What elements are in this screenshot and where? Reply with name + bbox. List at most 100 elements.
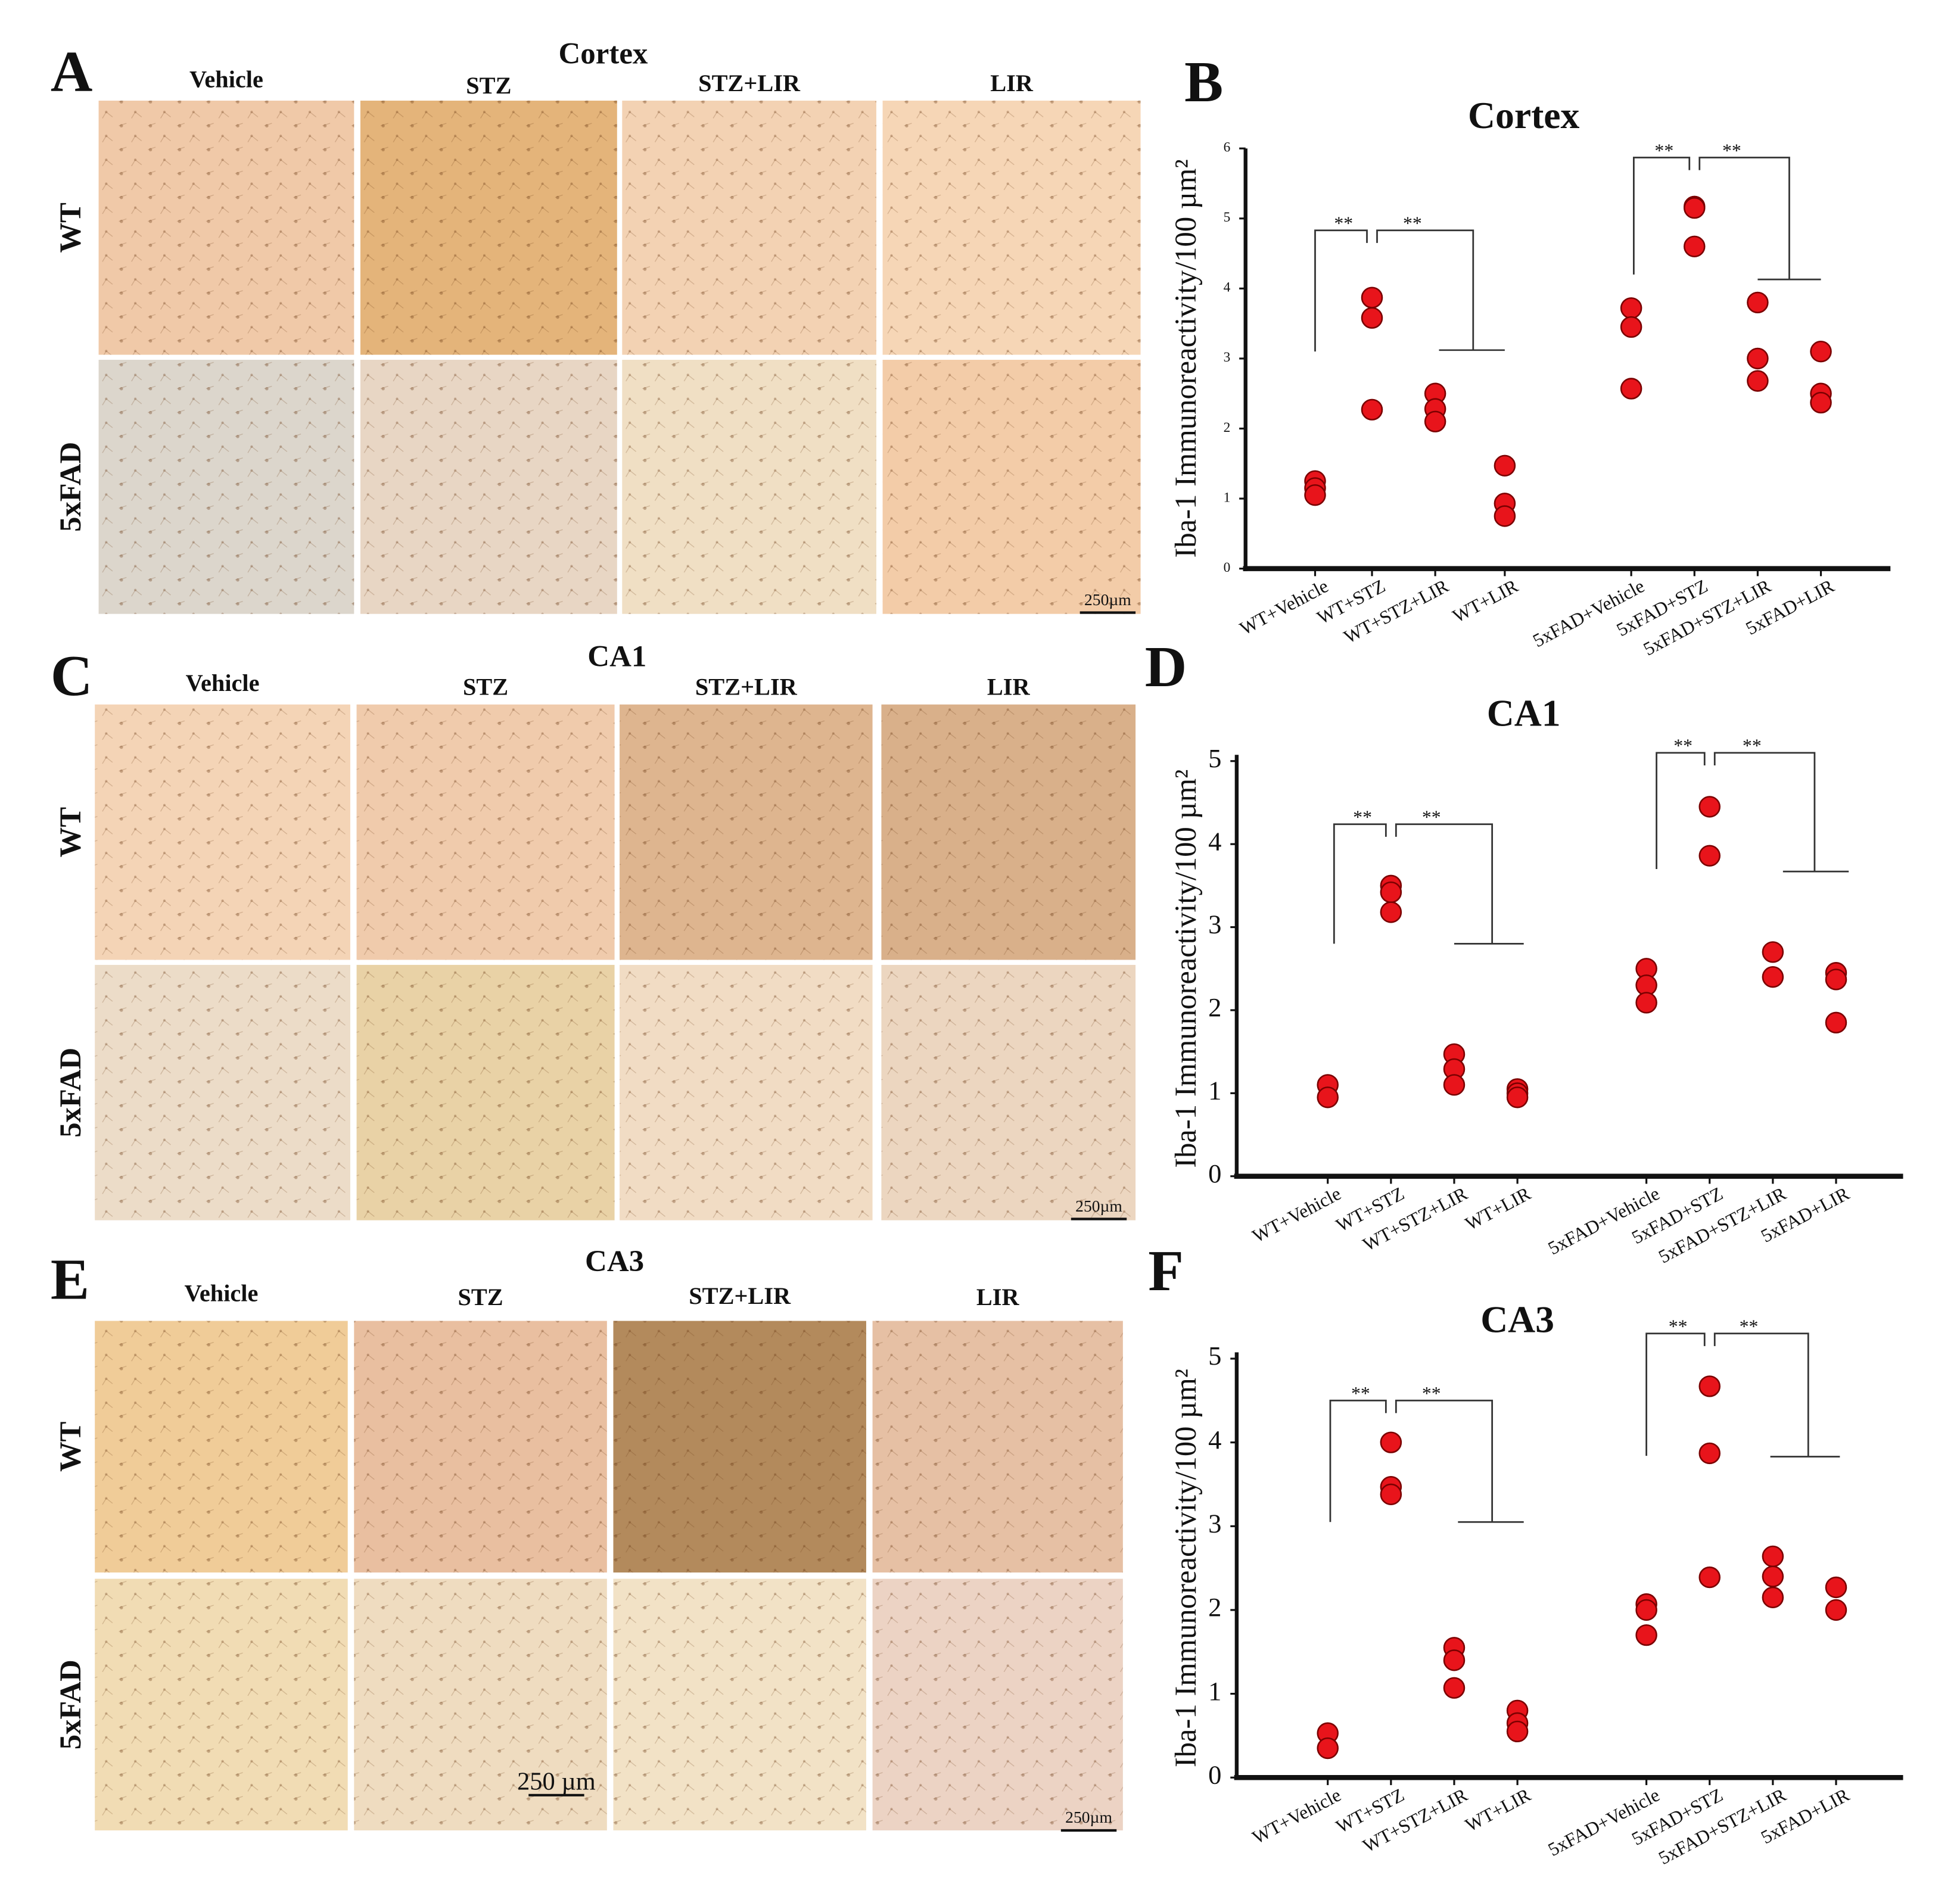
row-label: WT xyxy=(54,807,87,858)
column-label: STZ+LIR xyxy=(689,1282,791,1309)
micrograph-texture xyxy=(95,964,350,1220)
significance-label: ** xyxy=(1673,736,1693,756)
column-label: Vehicle xyxy=(184,1280,258,1307)
significance-label: ** xyxy=(1403,213,1422,234)
chart-title: Cortex xyxy=(1468,94,1580,136)
y-axis-label: Iba-1 Immunoreactivity/100 µm² xyxy=(1169,1369,1202,1767)
data-point xyxy=(1698,796,1721,818)
data-point xyxy=(1762,1545,1784,1568)
data-point xyxy=(1635,1599,1657,1621)
chart-title: CA1 xyxy=(1487,692,1561,734)
micrograph-texture xyxy=(882,360,1141,614)
data-point xyxy=(1762,1586,1784,1609)
panel-letter: F xyxy=(1148,1239,1184,1303)
data-point xyxy=(1361,287,1383,309)
y-tick-label: 0 xyxy=(1208,1159,1221,1188)
data-point xyxy=(1620,316,1642,338)
y-tick-label: 4 xyxy=(1208,1425,1221,1455)
micrograph-texture xyxy=(95,1578,348,1830)
y-tick-label: 1 xyxy=(1208,1076,1221,1106)
data-point xyxy=(1620,378,1642,400)
y-tick-label: 5 xyxy=(1224,210,1231,225)
y-tick-label: 0 xyxy=(1224,560,1231,575)
x-tick-label: WT+Vehicle xyxy=(1249,1183,1344,1247)
micrograph-texture xyxy=(95,1321,348,1573)
column-label: STZ xyxy=(458,1284,503,1310)
data-point xyxy=(1380,1431,1402,1453)
row-label: 5xFAD xyxy=(54,1659,87,1749)
significance-bracket xyxy=(1656,752,1849,873)
y-tick-label: 5 xyxy=(1208,1341,1221,1371)
micrograph-texture xyxy=(354,1321,607,1573)
column-label: Vehicle xyxy=(189,66,263,93)
micrograph-texture xyxy=(620,704,873,960)
data-point xyxy=(1810,391,1832,414)
data-point xyxy=(1361,398,1383,421)
significance-label: ** xyxy=(1743,736,1762,756)
significance-label: ** xyxy=(1353,807,1372,828)
scale-label: 250µm xyxy=(1084,590,1131,609)
micrograph-texture xyxy=(882,100,1141,355)
x-tick-label: WT+LIR xyxy=(1462,1183,1535,1235)
data-point xyxy=(1620,297,1642,319)
micrograph-texture xyxy=(356,704,615,960)
scale-label: 250µm xyxy=(1075,1197,1122,1215)
data-point xyxy=(1684,235,1706,257)
row-label: WT xyxy=(54,203,87,253)
significance-bracket xyxy=(1645,1332,1840,1458)
micrograph-texture xyxy=(881,964,1136,1220)
data-point xyxy=(1494,505,1516,527)
column-label: STZ xyxy=(466,72,511,99)
micrograph-texture xyxy=(360,360,617,614)
y-tick-label: 3 xyxy=(1208,910,1221,939)
y-tick-label: 2 xyxy=(1208,992,1221,1022)
data-point xyxy=(1747,291,1769,314)
row-label: 5xFAD xyxy=(54,1048,87,1138)
x-tick-label: WT+LIR xyxy=(1462,1784,1535,1836)
data-point xyxy=(1762,941,1784,963)
data-point xyxy=(1698,1566,1721,1589)
panel-letter: B xyxy=(1184,50,1223,114)
scale-label: 250µm xyxy=(1065,1808,1112,1826)
data-point xyxy=(1361,307,1383,329)
data-point xyxy=(1762,966,1784,988)
micrograph-texture xyxy=(354,1578,607,1830)
data-point xyxy=(1698,845,1721,867)
row-label: 5xFAD xyxy=(54,442,87,532)
data-point xyxy=(1494,454,1516,477)
y-tick-label: 4 xyxy=(1208,826,1221,856)
y-tick-label: 3 xyxy=(1208,1509,1221,1539)
significance-label: ** xyxy=(1422,1383,1441,1404)
significance-label: ** xyxy=(1722,140,1741,161)
data-point xyxy=(1747,370,1769,392)
micrograph-texture xyxy=(620,964,873,1220)
y-tick-label: 2 xyxy=(1208,1592,1221,1622)
y-tick-label: 6 xyxy=(1224,140,1231,155)
micrograph-texture xyxy=(881,704,1136,960)
significance-bracket xyxy=(1333,823,1524,945)
row-label: WT xyxy=(54,1421,87,1472)
y-tick-label: 1 xyxy=(1224,490,1231,505)
data-point xyxy=(1380,1483,1402,1505)
significance-label: ** xyxy=(1654,140,1673,161)
micrograph-texture xyxy=(622,100,876,355)
column-label: Vehicle xyxy=(186,670,260,696)
data-point xyxy=(1747,347,1769,370)
chart-title: CA3 xyxy=(1480,1299,1554,1341)
significance-label: ** xyxy=(1669,1316,1688,1337)
significance-label: ** xyxy=(1334,213,1353,234)
data-point xyxy=(1825,1576,1847,1599)
significance-bracket xyxy=(1632,157,1821,281)
micrograph-texture xyxy=(872,1578,1123,1830)
y-tick-label: 2 xyxy=(1224,420,1231,435)
data-point xyxy=(1506,1086,1529,1108)
micrograph-texture xyxy=(613,1321,866,1573)
significance-label: ** xyxy=(1740,1316,1759,1337)
significance-bracket xyxy=(1329,1399,1524,1523)
data-point xyxy=(1762,1565,1784,1587)
data-point xyxy=(1825,1011,1847,1034)
data-point xyxy=(1635,992,1657,1014)
column-label: LIR xyxy=(987,674,1031,700)
y-tick-label: 5 xyxy=(1208,743,1221,773)
